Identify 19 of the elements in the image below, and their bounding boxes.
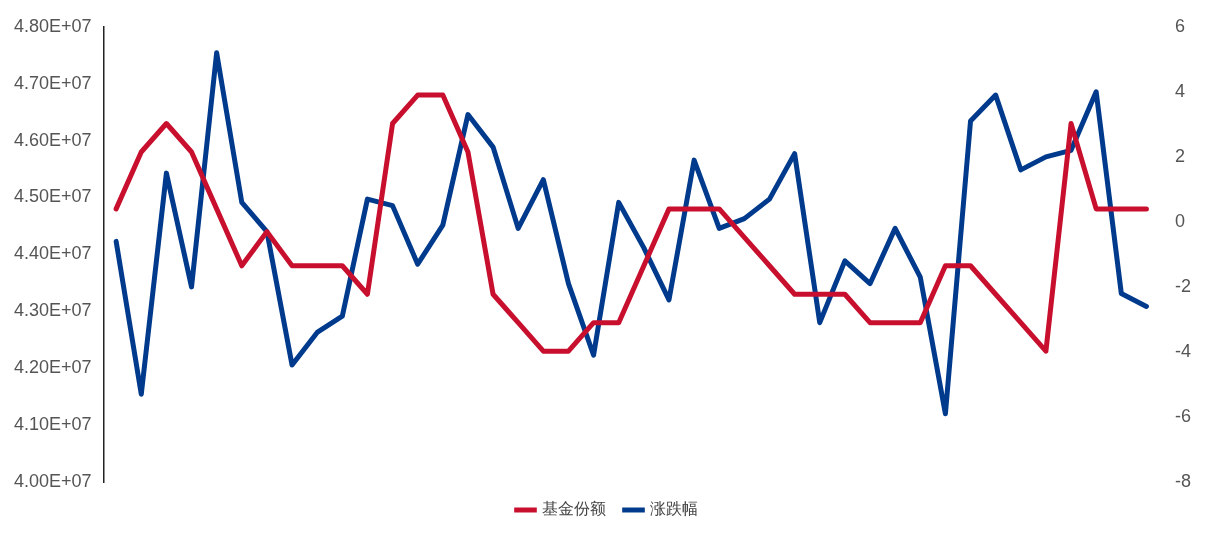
y2-tick-label: 6	[1175, 15, 1186, 36]
y-tick-label: 4.60E+07	[13, 129, 92, 150]
y2-tick-label: 4	[1175, 80, 1186, 101]
y2-tick-label: 0	[1175, 210, 1186, 231]
y2-tick-label: -2	[1175, 275, 1192, 296]
y-tick-label: 4.10E+07	[13, 414, 92, 435]
y-tick-label: 4.00E+07	[13, 470, 92, 491]
y2-tick-label: -4	[1175, 340, 1192, 361]
y2-tick-label: 2	[1175, 145, 1186, 166]
y-tick-label: 4.30E+07	[13, 300, 92, 321]
y-tick-label: 4.20E+07	[13, 357, 92, 378]
y-tick-label: 4.80E+07	[13, 15, 92, 36]
legend-label: 基金份额	[541, 499, 606, 519]
y2-tick-label: -6	[1175, 405, 1192, 426]
y-tick-label: 4.50E+07	[13, 186, 92, 207]
y2-tick-label: -8	[1175, 470, 1192, 491]
y-tick-label: 4.70E+07	[13, 72, 92, 93]
y-tick-label: 4.40E+07	[13, 243, 92, 264]
legend-label: 涨跌幅	[649, 499, 698, 519]
